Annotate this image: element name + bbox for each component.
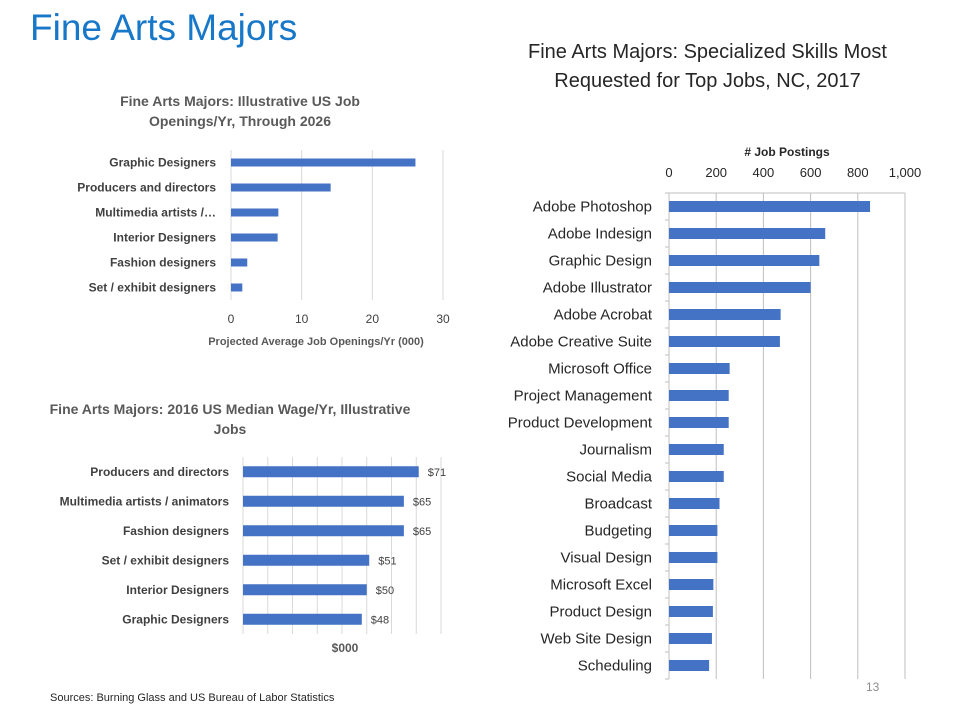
bar: [231, 158, 416, 167]
x-tick-label: 1,000: [889, 165, 922, 180]
bar: [669, 309, 781, 320]
bar: [243, 613, 362, 625]
category-label: Adobe Indesign: [548, 226, 652, 243]
bar: [231, 283, 243, 292]
bar: [669, 579, 714, 590]
category-label: Visual Design: [561, 550, 652, 567]
data-label: $50: [376, 585, 394, 597]
bar: [243, 554, 370, 566]
bar: [669, 552, 718, 563]
bar: [669, 660, 710, 671]
sources-note: Sources: Burning Glass and US Bureau of …: [50, 692, 335, 704]
category-label: Budgeting: [584, 523, 652, 540]
category-label: Multimedia artists / animators: [60, 494, 230, 508]
x-tick-label: 600: [800, 165, 822, 180]
x-axis-title: Projected Average Job Openings/Yr (000): [208, 336, 424, 348]
category-label: Graphic Designers: [122, 612, 229, 626]
category-label: Adobe Photoshop: [533, 199, 652, 216]
category-label: Social Media: [566, 469, 653, 486]
bar: [669, 282, 811, 293]
category-label: Fashion designers: [123, 524, 229, 538]
bar: [669, 606, 713, 617]
category-label: Adobe Illustrator: [543, 280, 652, 297]
bar: [669, 498, 720, 509]
bar: [243, 466, 419, 478]
x-tick-label: 0: [228, 312, 235, 326]
category-label: Broadcast: [584, 496, 652, 513]
bar: [669, 417, 729, 428]
bar: [231, 233, 278, 242]
bar: [243, 525, 404, 537]
bar: [669, 390, 729, 401]
bar: [669, 363, 730, 374]
skills-chart-title: Fine Arts Majors: Specialized Skills Mos…: [527, 41, 887, 92]
bar: [669, 201, 871, 212]
category-label: Adobe Acrobat: [554, 307, 653, 324]
x-tick-label: 400: [753, 165, 775, 180]
x-tick-label: 30: [436, 312, 450, 326]
data-label: $65: [413, 526, 431, 538]
category-label: Journalism: [579, 442, 652, 459]
x-axis-title: $000: [332, 641, 359, 655]
slide-title: Fine Arts Majors: [30, 7, 298, 48]
category-label: Web Site Design: [541, 631, 652, 648]
bar: [669, 525, 718, 536]
bar: [231, 258, 248, 267]
category-label: Set / exhibit designers: [102, 553, 230, 567]
category-label: Graphic Designers: [109, 156, 216, 170]
category-label: Fashion designers: [110, 256, 216, 270]
category-label: Microsoft Office: [548, 361, 652, 378]
job-openings-chart-title: Fine Arts Majors: Illustrative US Job Op…: [120, 93, 360, 129]
median-wage-chart-title: Fine Arts Majors: 2016 US Median Wage/Yr…: [49, 401, 411, 437]
data-label: $71: [428, 467, 446, 479]
bar: [669, 633, 712, 644]
category-label: Set / exhibit designers: [89, 281, 217, 295]
data-label: $65: [413, 496, 431, 508]
category-label: Multimedia artists /…: [95, 206, 216, 220]
bar: [669, 336, 780, 347]
category-label: Project Management: [514, 388, 653, 405]
x-tick-label: 20: [366, 312, 380, 326]
x-tick-label: 800: [847, 165, 869, 180]
category-label: Microsoft Excel: [550, 577, 652, 594]
category-label: Interior Designers: [126, 583, 229, 597]
bar: [669, 228, 826, 239]
category-label: Producers and directors: [90, 465, 229, 479]
category-label: Scheduling: [578, 658, 652, 675]
bar: [231, 208, 279, 217]
page-number: 13: [866, 680, 880, 694]
bar: [243, 584, 367, 596]
x-tick-label: 10: [295, 312, 309, 326]
bar: [243, 495, 404, 507]
category-label: Product Design: [549, 604, 652, 621]
data-label: $51: [378, 555, 396, 567]
bar: [669, 255, 820, 266]
category-label: Graphic Design: [549, 253, 652, 270]
category-label: Interior Designers: [113, 231, 216, 245]
x-axis-title: # Job Postings: [744, 145, 830, 159]
bar: [669, 471, 724, 482]
bar: [669, 444, 724, 455]
category-label: Product Development: [508, 415, 653, 432]
category-label: Adobe Creative Suite: [510, 334, 652, 351]
bar: [231, 183, 331, 192]
x-tick-label: 0: [665, 165, 672, 180]
data-label: $48: [371, 614, 389, 626]
category-label: Producers and directors: [77, 181, 216, 195]
x-tick-label: 200: [705, 165, 727, 180]
